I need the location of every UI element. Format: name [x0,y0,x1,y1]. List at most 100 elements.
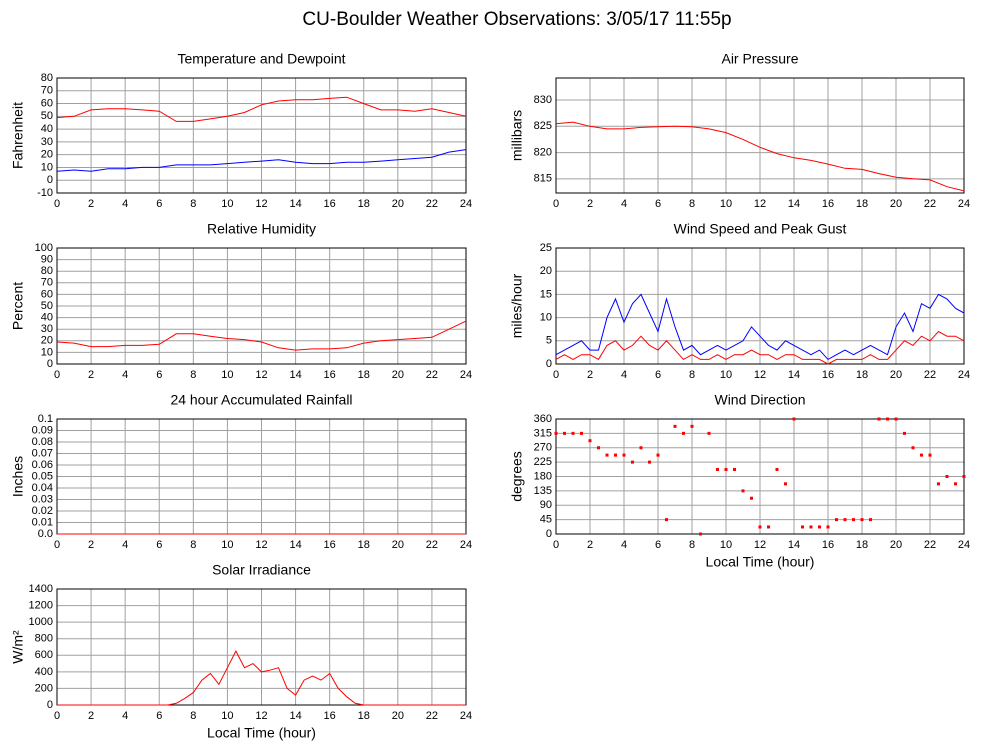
y-tick-label: 100 [35,242,53,254]
x-tick-label: 24 [460,369,472,381]
x-tick-label: 14 [788,198,800,210]
x-tick-label: 16 [324,539,336,551]
x-tick-label: 24 [958,369,970,381]
data-line [555,330,965,365]
data-point [886,417,889,421]
x-tick-label: 22 [426,710,438,722]
data-line [555,293,965,361]
x-tick-label: 8 [190,369,196,381]
y-tick-label: 0.03 [32,493,53,505]
x-tick-label: 18 [856,539,868,551]
x-tick-label: 12 [255,710,267,722]
data-point [597,446,600,450]
data-point [818,525,821,529]
x-tick-label: 6 [655,369,661,381]
y-tick-label: 40 [41,123,53,135]
y-tick-label: 70 [41,85,53,97]
x-tick-label: 22 [426,369,438,381]
x-tick-label: 16 [324,369,336,381]
data-point [563,431,566,435]
y-tick-label: 20 [41,149,53,161]
plot-border [56,588,467,706]
data-point [733,467,736,471]
x-tick-label: 24 [460,539,472,551]
y-tick-label: 0.02 [32,505,53,517]
x-tick-label: 12 [754,198,766,210]
x-tick-label: 18 [358,198,370,210]
x-tick-label: 20 [890,369,902,381]
x-tick-label: 18 [358,710,370,722]
data-point [724,467,728,471]
y-tick-label: 0.09 [32,424,53,436]
y-tick-label: 0.08 [32,436,53,448]
y-tick-label: 25 [540,242,552,254]
y-tick-label: 50 [41,110,53,122]
data-point [622,453,626,457]
x-tick-label: 10 [221,710,233,722]
x-tick-label: 14 [289,710,301,722]
x-tick-label: 4 [122,369,128,381]
y-tick-label: 0 [47,174,53,186]
y-axis-label: W/m² [10,630,26,664]
y-tick-label: 15 [540,288,552,300]
data-point [716,467,719,471]
x-tick-label: 10 [221,198,233,210]
y-tick-label: 45 [540,514,552,526]
x-tick-label: 2 [587,369,593,381]
chart-title: Solar Irradiance [212,562,311,578]
y-tick-label: 0 [47,358,53,370]
data-point [648,460,651,464]
data-point [656,453,660,457]
page-title: CU-Boulder Weather Observations: 3/05/17… [302,9,731,30]
data-point [690,424,694,428]
y-tick-label: 50 [41,300,53,312]
x-tick-label: 8 [190,198,196,210]
data-point [741,489,745,493]
y-tick-label: 315 [534,427,552,439]
data-line [555,121,965,192]
data-point [767,525,770,529]
y-tick-label: -10 [37,187,53,199]
x-tick-label: 22 [924,198,936,210]
x-tick-label: 22 [924,539,936,551]
data-point [758,525,762,529]
x-tick-label: 0 [54,539,60,551]
y-tick-label: 270 [534,442,552,454]
y-tick-label: 0.06 [32,459,53,471]
data-point [614,453,617,457]
data-point [962,475,966,478]
y-tick-label: 400 [35,666,53,678]
y-tick-label: 225 [534,456,552,468]
x-tick-label: 16 [822,369,834,381]
x-tick-label: 8 [689,198,695,210]
data-point [571,431,575,435]
x-tick-label: 8 [190,539,196,551]
y-tick-label: 30 [41,323,53,335]
y-tick-label: 830 [534,94,552,106]
data-point [954,482,957,486]
data-point [894,417,898,421]
data-point [792,417,796,421]
x-tick-label: 2 [88,369,94,381]
x-tick-label: 2 [587,198,593,210]
x-tick-label: 12 [754,539,766,551]
x-tick-label: 16 [324,710,336,722]
chart-title: Air Pressure [721,51,798,67]
x-tick-label: 0 [553,369,559,381]
x-tick-label: 22 [426,539,438,551]
x-tick-label: 20 [392,198,404,210]
data-point [928,453,932,457]
x-tick-label: 14 [788,539,800,551]
y-tick-label: 80 [41,265,53,277]
x-tick-label: 24 [958,539,970,551]
x-tick-label: 14 [289,198,301,210]
x-tick-label: 6 [156,369,162,381]
x-tick-label: 14 [788,369,800,381]
chart-title: Wind Direction [714,392,805,408]
x-tick-label: 4 [621,539,627,551]
data-point [554,431,558,435]
x-tick-label: 16 [822,198,834,210]
x-tick-label: 12 [255,369,267,381]
x-tick-label: 8 [689,369,695,381]
data-point [631,460,634,464]
